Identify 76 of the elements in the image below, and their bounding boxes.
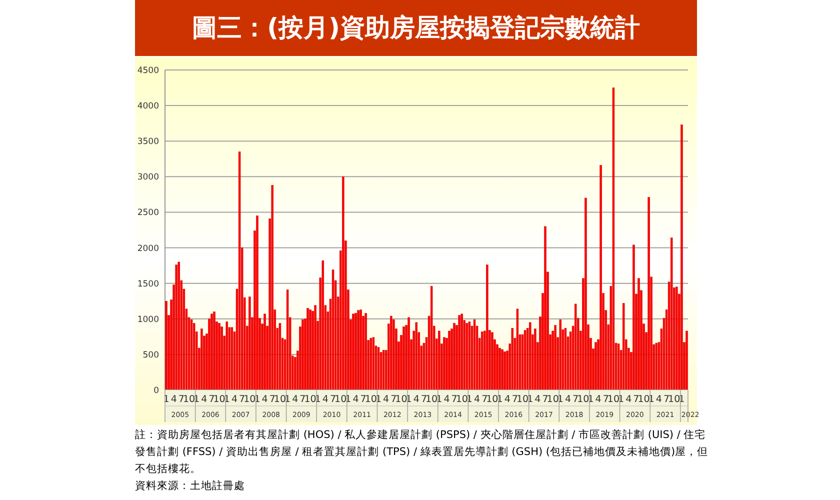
y-tick-label: 1000 [137,314,159,325]
x-tick-label: 7 [178,394,184,405]
x-tick-label: 7 [542,394,548,405]
x-tick-label: 4 [201,394,208,405]
x-tick-label: 10 [577,394,590,405]
x-tick-label: 7 [512,394,518,405]
x-tick-label: 4 [292,394,298,405]
x-tick-label: 10 [182,394,196,405]
x-tick-label: 7 [602,394,609,405]
x-tick-label: 1 [345,394,352,405]
x-tick-label: 1 [588,394,594,405]
x-tick-label: 4 [231,394,238,405]
x-tick-label: 4 [170,394,177,405]
y-tick-label: 4500 [137,66,159,76]
y-tick-label: 2500 [137,208,159,218]
x-tick-label: 10 [426,394,438,405]
x-tick-label: 10 [456,394,468,405]
x-tick-label: 4 [595,394,602,405]
x-tick-label: 10 [364,394,377,405]
y-tick-label: 500 [142,350,159,360]
x-tick-label: 10 [546,394,559,405]
y-tick-label: 3500 [137,137,159,148]
x-tick-label: 10 [638,394,650,405]
x-tick-label: 1 [163,394,170,405]
x-tick-label: 4 [352,394,359,405]
x-tick-label: 1 [648,394,654,405]
y-tick-label: 2000 [137,244,159,254]
x-tick-label: 7 [633,394,640,405]
x-tick-label: 4 [444,394,450,405]
x-tick-label: 10 [516,394,529,405]
x-tick-label: 4 [534,394,541,405]
x-tick-label: 10 [486,394,498,405]
x-tick-label: 4 [656,394,662,405]
x-tick-label: 10 [304,394,316,405]
x-tick-label: 1 [678,394,685,405]
x-tick-label: 10 [244,394,256,405]
y-tick-label: 0 [154,386,159,396]
x-tick-label: 7 [390,394,397,405]
x-tick-label: 7 [300,394,306,405]
y-tick-label: 4000 [137,102,159,112]
x-tick-label: 10 [334,394,347,405]
x-tick-label: 1 [224,394,230,405]
x-tick-label: 7 [482,394,488,405]
x-tick-label: 10 [607,394,620,405]
x-tick-label: 1 [314,394,321,405]
x-tick-label: 4 [383,394,390,405]
text: 註：資助房屋包括居者有其屋計劃 (HOS) / 私人參建居屋計劃 (PSPS) / 夾心階層住屋計劃 / 市區改善計劃 (UIS) / 住宅發售計劃 (FFSS) / 資助出售房屋 / 租者置其屋計劃 (TPS) / 綠表置居先導計劃 (GSH) (包括已補地價及未補地價)屋，但不包括樓花。 [135,428,710,477]
x-tick-label: 4 [564,394,572,405]
x-tick-label: 7 [269,394,276,405]
source-note: 資料來源：土地註冊處 [135,479,246,494]
x-tick-label: 4 [504,394,510,405]
x-tick-label: 7 [208,394,215,405]
x-tick-label: 1 [406,394,412,405]
x-tick-label: 7 [420,394,427,405]
x-tick-label: 1 [436,394,442,405]
x-tick-label: 10 [395,394,408,405]
x-tick-label: 7 [451,394,458,405]
x-tick-label: 7 [239,394,246,405]
x-tick-label: 4 [322,394,328,405]
x-tick-label: 4 [413,394,420,405]
x-tick-label: 7 [664,394,670,405]
x-tick-label: 10 [668,394,680,405]
x-tick-label: 1 [527,394,534,405]
x-tick-label: 10 [213,394,226,405]
x-tick-label: 4 [626,394,632,405]
x-tick-label: 7 [360,394,366,405]
x-tick-label: 1 [254,394,260,405]
x-tick-label: 1 [496,394,503,405]
title: 圖三：(按月)資助房屋按揭登記宗數統計 [135,0,697,56]
x-tick-label: 10 [274,394,286,405]
x-tick-label: 4 [262,394,268,405]
x-tick-label: 7 [330,394,336,405]
y-tick-label: 1500 [137,279,159,290]
y-tick-label: 3000 [137,172,159,183]
x-tick-label: 7 [572,394,579,405]
x-tick-label: 4 [474,394,480,405]
